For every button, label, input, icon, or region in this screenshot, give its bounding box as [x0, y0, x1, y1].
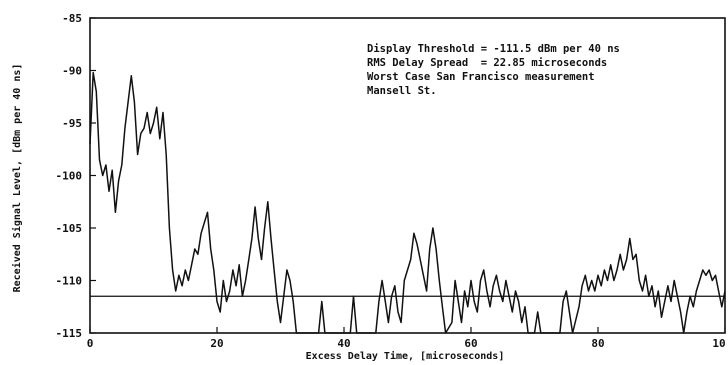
y-tick-label: -95: [62, 117, 82, 130]
x-tick-label: 40: [337, 337, 350, 350]
series-line: [89, 71, 726, 334]
y-tick-label: -100: [56, 170, 83, 183]
y-tick-label: -105: [56, 222, 83, 235]
x-tick-label: 0: [87, 337, 94, 350]
y-tick-label: -85: [62, 12, 82, 25]
y-axis-title: Received Signal Level, [dBm per 40 ns]: [11, 64, 23, 293]
x-tick-label: 60: [464, 337, 477, 350]
x-tick-label: 80: [591, 337, 604, 350]
annotation-box: Display Threshold = -111.5 dBm per 40 ns…: [367, 43, 620, 97]
x-tick-label: 20: [210, 337, 223, 350]
y-tick-label: -115: [56, 327, 83, 340]
y-tick-label: -110: [56, 275, 83, 288]
annotation-location: Worst Case San Francisco measurement: [367, 71, 595, 83]
x-axis-title: Excess Delay Time, [microseconds]: [306, 350, 505, 362]
annotation-delay-spread: RMS Delay Spread = 22.85 microseconds: [367, 57, 607, 69]
x-tick-label: 10: [712, 337, 725, 350]
annotation-threshold: Display Threshold = -111.5 dBm per 40 ns: [367, 43, 620, 55]
annotation-street: Mansell St.: [367, 85, 437, 97]
y-tick-label: -90: [62, 65, 82, 78]
axis-ticks: [89, 17, 726, 334]
axis-tick-labels: -85 -90 -95 -100 -105 -110 -115 0 20 40 60 80 10: [56, 12, 726, 350]
